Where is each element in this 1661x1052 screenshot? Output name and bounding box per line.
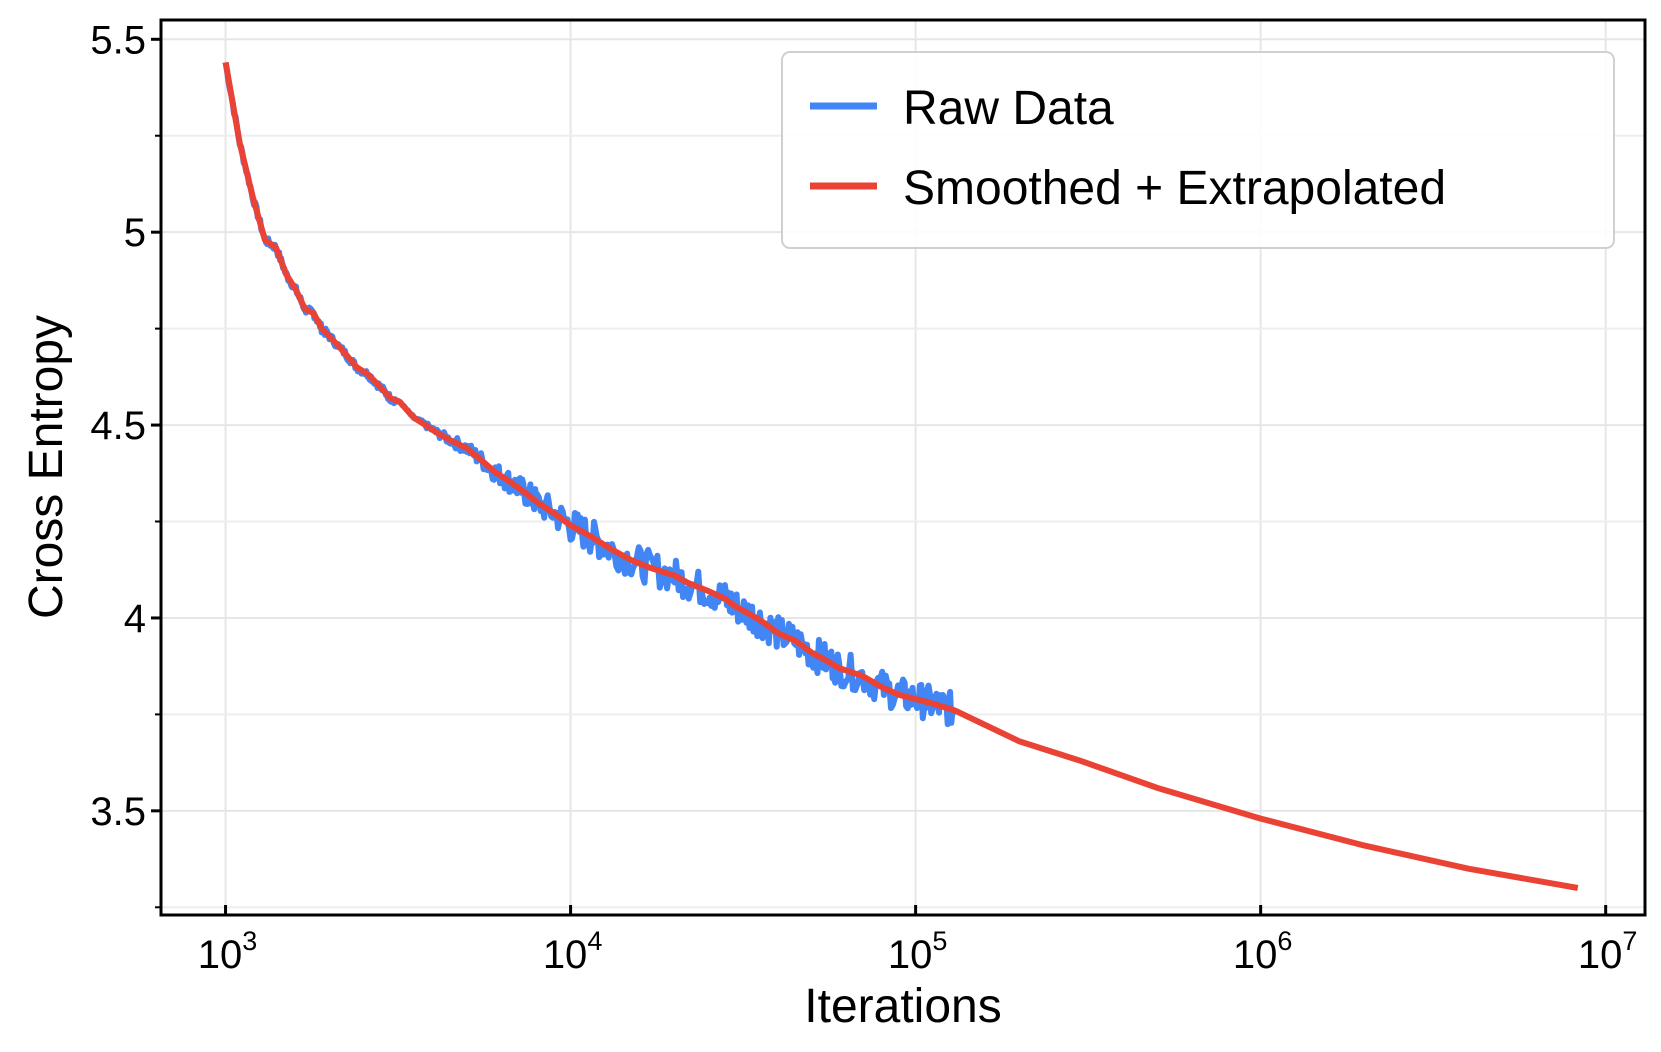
y-tick-label: 4.5 [90,404,146,448]
legend-label-raw-data: Raw Data [903,82,1114,135]
y-tick-label: 5 [124,211,146,255]
legend-label-smoothed-extrapolated: Smoothed + Extrapolated [903,162,1446,215]
x-tick-label: 106 [1233,926,1293,977]
series-line-smoothed-extrapolated [222,61,1579,891]
tick-layer: 103 104 105 106 107 3.5 4 4.5 5 5.5 [90,18,1637,977]
series-layer [222,61,1579,891]
y-axis-title: Cross Entropy [20,315,73,619]
grid-layer [161,20,1645,915]
plot-area-frame [159,18,1647,917]
legend-box [781,51,1615,249]
y-tick-label: 3.5 [90,790,146,834]
y-tick-label: 5.5 [90,18,146,62]
y-tick-label: 4 [124,597,146,641]
x-tick-label: 105 [888,926,948,977]
x-tick-label: 104 [543,926,603,977]
x-tick-label: 107 [1578,926,1638,977]
x-axis-title: Iterations [804,980,1001,1033]
x-tick-label: 103 [198,926,258,977]
legend: Raw Data Smoothed + Extrapolated [781,51,1615,249]
